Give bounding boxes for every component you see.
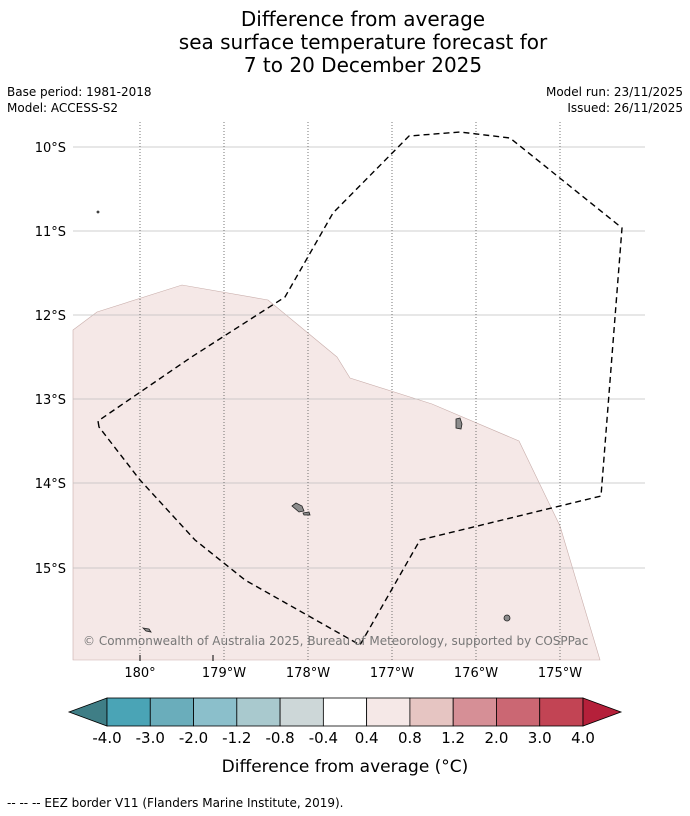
legend-label: Difference from average (°C) xyxy=(222,757,469,777)
lon-label-180: 180° xyxy=(124,666,155,681)
latitude-gridlines xyxy=(73,146,645,569)
legend-tick-label: 0.8 xyxy=(398,729,422,747)
lat-label-13s: 13°S xyxy=(35,393,66,408)
legend-tick-label: 1.2 xyxy=(441,729,465,747)
legend-swatch xyxy=(149,697,194,727)
legend-swatch xyxy=(539,697,584,727)
eez-footer-note: -- -- -- EEZ border V11 (Flanders Marine… xyxy=(7,796,344,810)
copyright-text: © Commonwealth of Australia 2025, Bureau… xyxy=(83,634,588,648)
island-southwest xyxy=(141,627,152,633)
lon-label-179w: 179°W xyxy=(202,666,246,681)
legend-swatch xyxy=(409,697,454,727)
lat-label-14s: 14°S xyxy=(35,477,66,492)
lon-label-175w: 175°W xyxy=(538,666,582,681)
legend-swatch xyxy=(366,697,411,727)
legend-tick-label: -0.8 xyxy=(265,729,294,747)
legend-swatch xyxy=(452,697,497,727)
model-name: Model: ACCESS-S2 xyxy=(7,101,119,115)
lon-label-177w: 177°W xyxy=(370,666,414,681)
legend-colorbar xyxy=(67,697,623,727)
longitude-labels: 180° 179°W 178°W 177°W 176°W 175°W xyxy=(124,666,582,681)
model-run: Model run: 23/11/2025 xyxy=(545,85,683,99)
title-line-1: Difference from average xyxy=(240,7,486,31)
base-period: Base period: 1981-2018 xyxy=(7,85,152,99)
land-masses xyxy=(96,210,511,633)
lat-label-15s: 15°S xyxy=(35,562,66,577)
lon-label-178w: 178°W xyxy=(286,666,330,681)
legend-swatch xyxy=(236,697,281,727)
legend-arrow-low xyxy=(67,697,108,727)
legend-tick-labels: -4.0 -3.0 -2.0 -1.2 -0.8 -0.4 0.4 0.8 1.2 2.0 3.0 4… xyxy=(92,729,595,747)
legend-tick-label: -2.0 xyxy=(179,729,208,747)
lat-label-11s: 11°S xyxy=(35,225,66,240)
meta-left: Base period: 1981-2018 Model: ACCESS-S2 xyxy=(7,84,152,116)
island-southeast xyxy=(503,614,511,622)
eez-border xyxy=(97,131,623,646)
legend-swatch xyxy=(322,697,368,727)
legend-swatch xyxy=(193,697,238,727)
legend-tick-label: -4.0 xyxy=(92,729,121,747)
anomaly-region xyxy=(72,284,601,661)
island-east xyxy=(455,417,463,430)
legend-tick-label: 3.0 xyxy=(528,729,552,747)
latitude-labels: 10°S 11°S 12°S 13°S 14°S 15°S xyxy=(35,141,66,577)
issued-date: Issued: 26/11/2025 xyxy=(567,101,683,115)
lat-label-12s: 12°S xyxy=(35,309,66,324)
island-central-small xyxy=(302,511,311,516)
meta-right: Model run: 23/11/2025 Issued: 26/11/2025 xyxy=(546,84,683,116)
legend-tick-label: 0.4 xyxy=(355,729,379,747)
lat-label-10s: 10°S xyxy=(35,141,66,156)
title-line-2: sea surface temperature forecast for xyxy=(178,30,548,54)
legend-swatch xyxy=(106,697,151,727)
legend-tick-label: 2.0 xyxy=(485,729,509,747)
legend-tick-label: -3.0 xyxy=(136,729,165,747)
island-central xyxy=(291,502,305,513)
lon-label-176w: 176°W xyxy=(454,666,498,681)
legend-swatch xyxy=(496,697,541,727)
islet-northwest xyxy=(96,210,100,214)
legend-tick-label: 4.0 xyxy=(571,729,595,747)
legend-arrow-high xyxy=(582,697,623,727)
legend-swatch xyxy=(279,697,324,727)
legend-tick-label: -0.4 xyxy=(309,729,338,747)
map-title: Difference from average sea surface temp… xyxy=(0,8,690,77)
legend-tick-label: -1.2 xyxy=(222,729,251,747)
title-line-3: 7 to 20 December 2025 xyxy=(243,53,483,77)
longitude-ticks xyxy=(139,655,214,661)
